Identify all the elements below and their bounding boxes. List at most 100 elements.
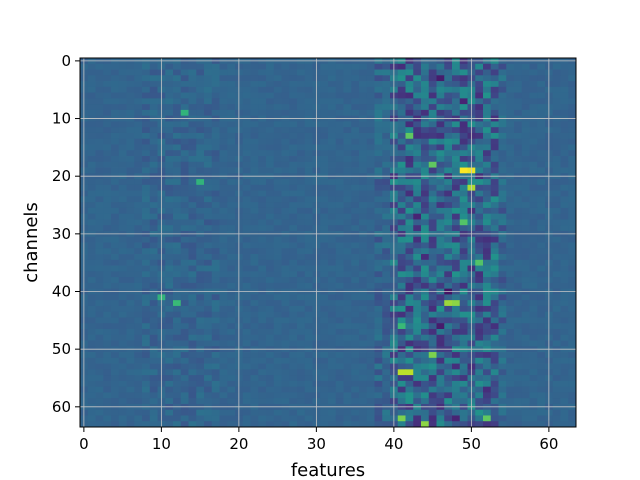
heatmap-cell <box>568 323 577 330</box>
heatmap-cell <box>428 271 437 278</box>
heatmap-cell <box>560 98 569 105</box>
heatmap-cell <box>173 219 182 226</box>
heatmap-cell <box>250 156 259 163</box>
heatmap-cell <box>521 421 530 428</box>
heatmap-cell <box>343 109 352 117</box>
heatmap-cell <box>250 225 259 232</box>
heatmap-cell <box>219 271 228 278</box>
heatmap-cell <box>227 277 236 284</box>
heatmap-cell <box>219 184 228 192</box>
heatmap-cell <box>173 265 182 272</box>
heatmap-cell <box>289 369 298 376</box>
heatmap-cell <box>483 86 492 93</box>
heatmap-cell <box>382 132 391 140</box>
heatmap-cell <box>560 409 569 416</box>
heatmap-cell <box>227 167 236 174</box>
heatmap-cell <box>374 184 383 192</box>
heatmap-cell <box>103 236 112 243</box>
heatmap-cell <box>142 207 151 215</box>
heatmap-cell <box>436 213 445 220</box>
heatmap-cell <box>281 69 290 76</box>
heatmap-cell <box>560 207 569 215</box>
heatmap-cell <box>266 207 275 215</box>
heatmap-cell <box>211 63 220 70</box>
heatmap-cell <box>490 334 499 341</box>
heatmap-cell <box>490 352 499 359</box>
heatmap-cell <box>452 86 461 93</box>
heatmap-cell <box>258 300 267 307</box>
heatmap-cell <box>87 132 96 140</box>
heatmap-cell <box>428 357 437 364</box>
heatmap-cell <box>227 207 236 215</box>
heatmap-cell <box>103 328 112 336</box>
heatmap-cell <box>374 150 383 157</box>
heatmap-cell <box>328 207 337 215</box>
heatmap-cell <box>521 277 530 284</box>
heatmap-cell <box>219 415 228 422</box>
heatmap-cell <box>126 219 135 226</box>
heatmap-cell <box>428 363 437 370</box>
heatmap-cell <box>250 167 259 174</box>
heatmap-cell <box>103 109 112 117</box>
heatmap-cell <box>165 328 174 336</box>
heatmap-cell <box>111 202 120 209</box>
heatmap-cell <box>87 69 96 76</box>
heatmap-cell <box>149 161 158 168</box>
heatmap-cell <box>173 161 182 168</box>
heatmap-cell <box>514 380 523 388</box>
heatmap-cell <box>413 104 422 111</box>
heatmap-cell <box>359 150 368 157</box>
heatmap-cell <box>498 271 507 278</box>
heatmap-cell <box>134 334 143 341</box>
heatmap-cell <box>335 104 344 111</box>
heatmap-cell <box>382 225 391 232</box>
heatmap-cell <box>227 69 236 76</box>
heatmap-cell <box>568 294 577 301</box>
heatmap-cell <box>343 386 352 393</box>
heatmap-cell <box>405 282 414 290</box>
heatmap-cell <box>359 305 368 313</box>
heatmap-cell <box>490 317 499 324</box>
heatmap-cell <box>320 104 329 111</box>
heatmap-cell <box>211 323 220 330</box>
heatmap-cell <box>173 294 182 301</box>
heatmap-cell <box>552 98 561 105</box>
heatmap-cell <box>111 375 120 382</box>
heatmap-cell <box>405 213 414 220</box>
heatmap-cell <box>142 104 151 111</box>
heatmap-cell <box>421 398 430 405</box>
heatmap-cell <box>529 317 538 324</box>
heatmap-cell <box>397 179 406 186</box>
heatmap-cell <box>374 311 383 318</box>
heatmap-cell <box>95 63 104 70</box>
heatmap-cell <box>180 242 189 249</box>
heatmap-cell <box>397 167 406 174</box>
heatmap-cell <box>552 225 561 232</box>
heatmap-cell <box>382 75 391 82</box>
heatmap-cell <box>266 421 275 428</box>
heatmap-cell <box>250 334 259 341</box>
heatmap-cell <box>149 415 158 422</box>
heatmap-cell <box>537 150 546 157</box>
heatmap-cell <box>142 386 151 393</box>
heatmap-cell <box>560 86 569 93</box>
heatmap-cell <box>421 98 430 105</box>
heatmap-cell <box>87 121 96 128</box>
heatmap-cell <box>413 225 422 232</box>
heatmap-cell <box>459 144 468 151</box>
heatmap-cell <box>366 398 375 405</box>
heatmap-cell <box>103 207 112 215</box>
heatmap-cell <box>196 225 205 232</box>
heatmap-cell <box>444 104 453 111</box>
heatmap-cell <box>134 92 143 99</box>
heatmap-cell <box>227 150 236 157</box>
heatmap-cell <box>87 138 96 145</box>
heatmap-cell <box>165 161 174 168</box>
heatmap-cell <box>196 81 205 88</box>
heatmap-cell <box>498 282 507 290</box>
heatmap-cell <box>560 254 569 261</box>
heatmap-cell <box>219 277 228 284</box>
heatmap-cell <box>273 317 282 324</box>
heatmap-cell <box>452 352 461 359</box>
heatmap-cell <box>498 254 507 261</box>
